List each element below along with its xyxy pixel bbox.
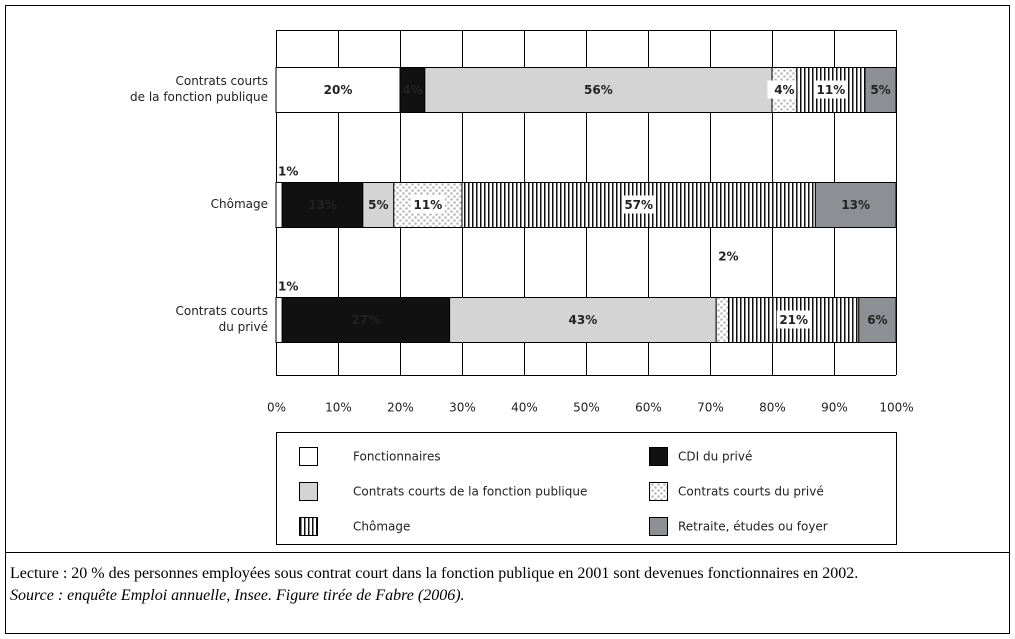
label-bg — [621, 195, 656, 214]
value-label: 4% — [774, 83, 794, 97]
bar-segment — [715, 297, 730, 343]
value-label: 43% — [569, 313, 598, 327]
y-tick-label: du privé — [219, 320, 268, 334]
x-tick-label: 80% — [759, 401, 786, 415]
label-bg — [776, 310, 811, 329]
value-label: 11% — [817, 83, 846, 97]
legend-label: Contrats courts de la fonction publique — [353, 485, 587, 499]
value-label: 13% — [308, 198, 337, 212]
x-tick-label: 70% — [697, 401, 724, 415]
label-bg — [410, 195, 445, 214]
bar-segment — [362, 182, 395, 228]
y-tick-label: Contrats courts — [175, 304, 268, 318]
value-label: 5% — [870, 83, 890, 97]
bar-segment — [449, 297, 717, 343]
bar-segment — [424, 67, 773, 113]
caption: Lecture : 20 % des personnes employées s… — [10, 563, 1005, 607]
legend-swatch — [649, 517, 668, 536]
value-label: 57% — [624, 198, 653, 212]
value-label: 21% — [779, 313, 808, 327]
x-tick-label: 10% — [325, 401, 352, 415]
bar-segment — [275, 67, 401, 113]
legend-swatch — [299, 447, 318, 466]
value-label: 56% — [584, 83, 613, 97]
value-label: 2% — [718, 250, 738, 264]
x-tick-label: 100% — [879, 401, 913, 415]
x-tick-label: 40% — [511, 401, 538, 415]
value-label: 27% — [352, 313, 381, 327]
bar-segment — [864, 67, 897, 113]
value-label: 6% — [867, 313, 887, 327]
legend-label: Retraite, études ou foyer — [678, 520, 828, 534]
value-label: 20% — [324, 83, 353, 97]
value-label: 5% — [368, 198, 388, 212]
bar-segment — [399, 67, 426, 113]
value-label: 1% — [278, 165, 298, 179]
bar-segment — [275, 182, 283, 228]
value-label: 11% — [414, 198, 443, 212]
x-tick-label: 30% — [449, 401, 476, 415]
value-label: 1% — [278, 280, 298, 294]
legend-label: CDI du privé — [678, 450, 752, 464]
value-label: 13% — [841, 198, 870, 212]
bar-segment — [281, 297, 451, 343]
legend-label: Chômage — [353, 520, 410, 534]
legend-label: Contrats courts du privé — [678, 485, 824, 499]
frame — [5, 5, 1010, 634]
x-tick-label: 90% — [821, 401, 848, 415]
bar-segment — [275, 297, 283, 343]
x-tick-label: 50% — [573, 401, 600, 415]
legend-swatch — [649, 447, 668, 466]
source-note: Source : enquête Emploi annuelle, Insee.… — [10, 587, 465, 604]
legend-swatch — [299, 517, 318, 536]
bar-segment — [858, 297, 897, 343]
bar-segment — [814, 182, 897, 228]
y-tick-label: de la fonction publique — [130, 90, 268, 104]
label-bg — [813, 80, 848, 99]
y-tick-label: Chômage — [211, 197, 268, 211]
legend-swatch — [649, 482, 668, 501]
legend-swatch — [299, 482, 318, 501]
value-label: 4% — [402, 83, 422, 97]
legend-box — [276, 432, 897, 545]
x-tick-label: 0% — [267, 401, 286, 415]
x-tick-label: 60% — [635, 401, 662, 415]
x-tick-label: 20% — [387, 401, 414, 415]
label-bg — [767, 80, 802, 99]
legend-label: Fonctionnaires — [353, 450, 441, 464]
bar-segment — [281, 182, 364, 228]
y-tick-label: Contrats courts — [175, 74, 268, 88]
reading-note: Lecture : 20 % des personnes employées s… — [10, 565, 859, 582]
